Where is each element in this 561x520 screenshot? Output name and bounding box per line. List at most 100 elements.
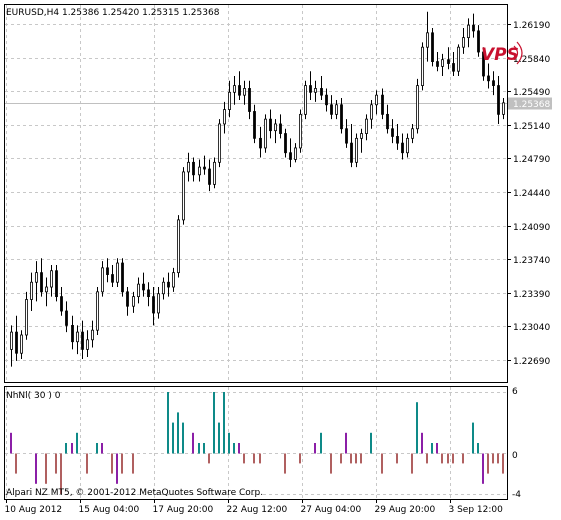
candle[interactable] (314, 80, 317, 102)
histogram-bar[interactable] (10, 432, 12, 454)
candle[interactable] (269, 109, 272, 139)
candle[interactable] (441, 53, 444, 76)
candle[interactable] (350, 123, 353, 168)
candle[interactable] (406, 133, 409, 158)
candle[interactable] (192, 157, 195, 182)
candle[interactable] (411, 123, 414, 144)
candle[interactable] (182, 167, 185, 225)
indicator-histogram[interactable] (10, 392, 504, 494)
histogram-bar[interactable] (330, 453, 332, 474)
candle[interactable] (167, 272, 170, 297)
histogram-bar[interactable] (167, 392, 169, 454)
histogram-bar[interactable] (198, 443, 200, 454)
candle[interactable] (30, 272, 33, 312)
candle[interactable] (187, 152, 190, 182)
candle[interactable] (431, 28, 434, 67)
candle[interactable] (497, 75, 500, 124)
candle[interactable] (218, 119, 221, 168)
candle[interactable] (223, 101, 226, 134)
histogram-bar[interactable] (436, 443, 438, 454)
histogram-bar[interactable] (45, 453, 47, 484)
candle[interactable] (325, 88, 328, 112)
histogram-bar[interactable] (96, 443, 98, 454)
candle[interactable] (121, 258, 124, 297)
candle[interactable] (426, 11, 429, 62)
candle[interactable] (320, 75, 323, 100)
histogram-bar[interactable] (192, 432, 194, 454)
candle[interactable] (162, 277, 165, 300)
histogram-bar[interactable] (55, 453, 57, 474)
candle[interactable] (91, 320, 94, 348)
candle[interactable] (259, 126, 262, 158)
candle[interactable] (137, 277, 140, 304)
histogram-bar[interactable] (182, 422, 184, 454)
candle[interactable] (335, 99, 338, 120)
candle[interactable] (243, 80, 246, 105)
candle[interactable] (370, 99, 373, 129)
candle[interactable] (401, 133, 404, 160)
candle[interactable] (436, 52, 439, 72)
candle[interactable] (365, 114, 368, 141)
candle[interactable] (238, 71, 241, 100)
histogram-bar[interactable] (447, 453, 449, 464)
candle[interactable] (467, 18, 470, 48)
histogram-bar[interactable] (416, 402, 418, 454)
candle[interactable] (482, 47, 485, 81)
histogram-bar[interactable] (177, 412, 179, 454)
candle[interactable] (126, 287, 129, 316)
histogram-bar[interactable] (314, 443, 316, 454)
histogram-bar[interactable] (172, 422, 174, 454)
histogram-bar[interactable] (60, 453, 62, 495)
candle[interactable] (86, 330, 89, 358)
histogram-bar[interactable] (355, 453, 357, 464)
histogram-bar[interactable] (411, 453, 413, 474)
candle[interactable] (177, 215, 180, 278)
candle[interactable] (198, 159, 201, 182)
histogram-bar[interactable] (462, 453, 464, 464)
candle[interactable] (360, 128, 363, 153)
histogram-bar[interactable] (381, 453, 383, 474)
candle[interactable] (228, 80, 231, 118)
candle[interactable] (452, 52, 455, 76)
candle[interactable] (304, 80, 307, 120)
candle[interactable] (375, 90, 378, 115)
histogram-bar[interactable] (15, 453, 17, 474)
candle[interactable] (10, 325, 13, 367)
candle[interactable] (132, 291, 135, 313)
histogram-bar[interactable] (345, 432, 347, 454)
candles[interactable] (10, 11, 505, 367)
candle[interactable] (391, 119, 394, 144)
candle[interactable] (274, 119, 277, 144)
histogram-bar[interactable] (441, 453, 443, 464)
candle[interactable] (60, 287, 63, 316)
histogram-bar[interactable] (228, 432, 230, 454)
candle[interactable] (355, 133, 358, 168)
candle[interactable] (386, 104, 389, 134)
candle[interactable] (477, 25, 480, 57)
candle[interactable] (152, 287, 155, 326)
candle[interactable] (487, 63, 490, 89)
candle[interactable] (447, 47, 450, 70)
candle[interactable] (203, 155, 206, 175)
candle[interactable] (101, 261, 104, 297)
histogram-bar[interactable] (360, 453, 362, 464)
candle[interactable] (233, 75, 236, 105)
candle[interactable] (330, 95, 333, 120)
candle[interactable] (492, 71, 495, 96)
candle[interactable] (172, 267, 175, 292)
histogram-bar[interactable] (426, 453, 428, 464)
candle[interactable] (381, 88, 384, 120)
candle[interactable] (284, 128, 287, 158)
candle[interactable] (502, 98, 505, 120)
histogram-bar[interactable] (340, 453, 342, 464)
histogram-bar[interactable] (218, 422, 220, 454)
candle[interactable] (264, 114, 267, 153)
candle[interactable] (289, 138, 292, 168)
histogram-bar[interactable] (233, 443, 235, 454)
candle[interactable] (20, 330, 23, 359)
histogram-bar[interactable] (477, 443, 479, 454)
candle[interactable] (253, 104, 256, 144)
candle[interactable] (299, 109, 302, 153)
histogram-bar[interactable] (71, 443, 73, 454)
candle[interactable] (45, 277, 48, 307)
